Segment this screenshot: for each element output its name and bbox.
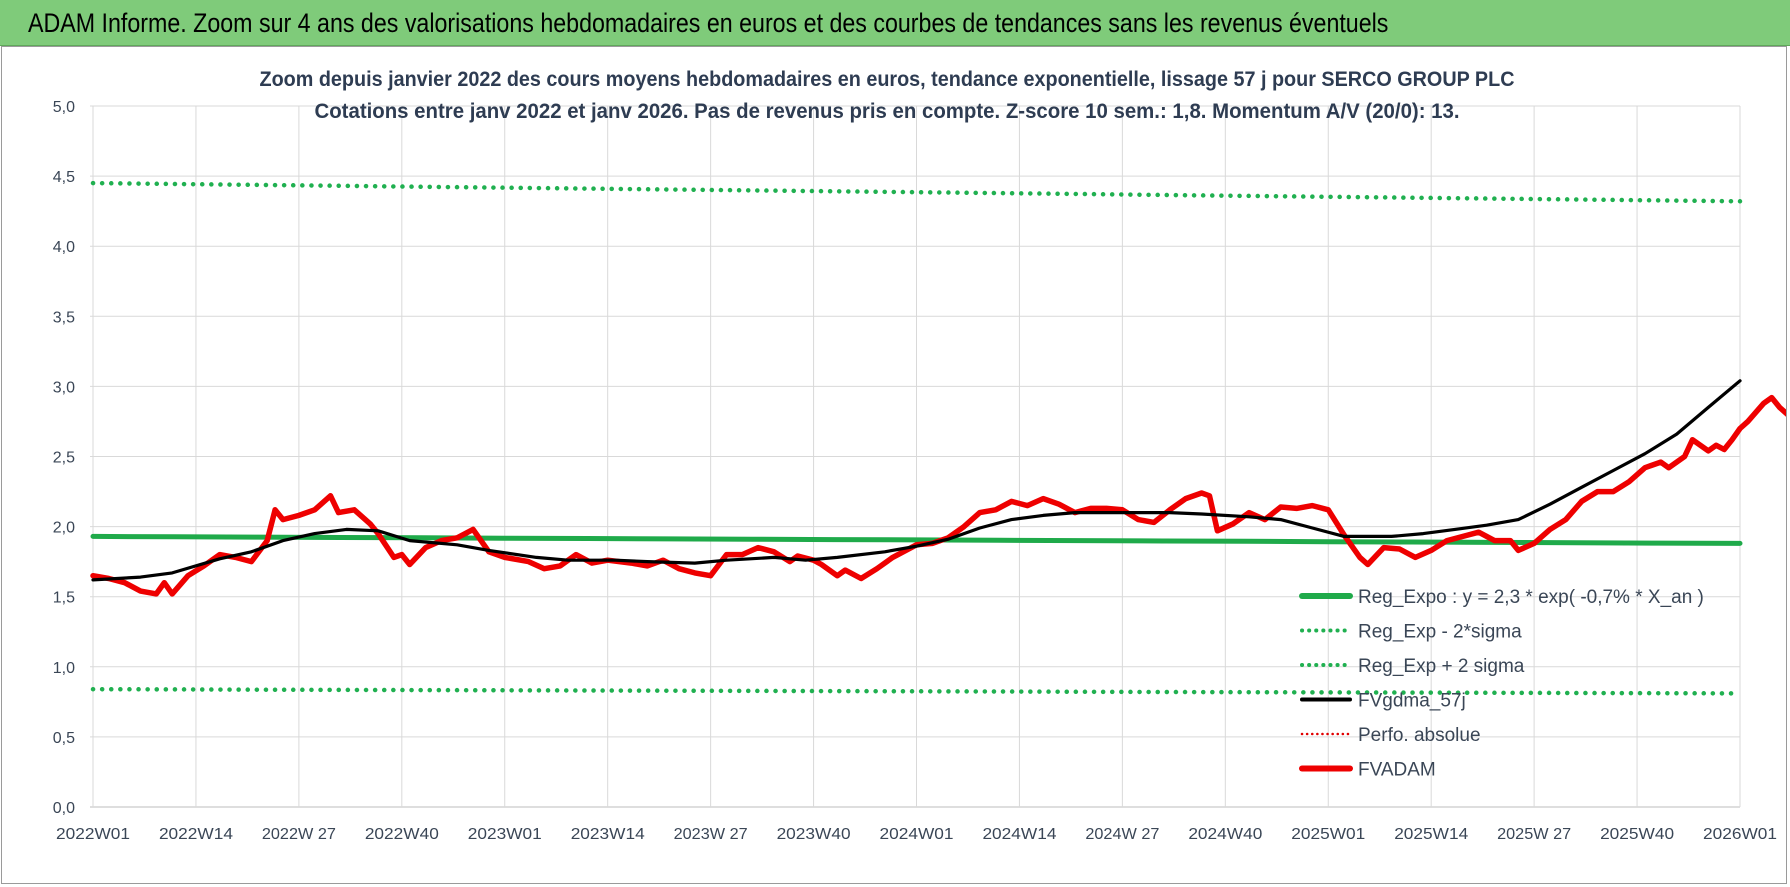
legend-label: Reg_Exp - 2*sigma [1358,622,1522,643]
series-reg-exp-plus-2-sigma [90,180,1743,204]
chart-title: Zoom depuis janvier 2022 des cours moyen… [260,68,1515,91]
chart-subtitle: Cotations entre janv 2022 et janv 2026. … [315,100,1460,123]
series-fvgdma-57j [91,379,1742,582]
x-tick-label: 2024W01 [880,826,954,843]
x-tick-label: 2022W40 [365,826,439,843]
x-tick-label: 2026W01 [1703,826,1777,843]
grid [90,105,1741,808]
x-tick-label: 2023W01 [468,826,542,843]
x-tick-label: 2023W40 [777,826,851,843]
legend-label: Reg_Expo : y = 2,3 * exp( -0,7% * X_an ) [1358,587,1704,608]
y-tick-label: 3,5 [53,309,75,326]
x-tick-label: 2025W40 [1600,826,1674,843]
x-tick-label: 2023W 27 [674,826,748,843]
chart-frame: Zoom depuis janvier 2022 des cours moyen… [1,46,1787,884]
y-tick-label: 0,0 [53,800,75,817]
legend: Reg_Expo : y = 2,3 * exp( -0,7% * X_an )… [1299,587,1704,781]
y-tick-label: 3,0 [53,379,75,396]
y-tick-label: 0,5 [53,730,75,747]
x-tick-label: 2025W01 [1291,826,1365,843]
y-tick-label: 1,5 [53,590,75,607]
series-reg-exp-minus-2-sigma [90,686,1743,696]
series [90,180,1786,696]
y-tick-label: 5,0 [53,99,75,116]
x-tick-label: 2022W14 [159,826,233,843]
legend-label: Perfo. absolue [1358,725,1481,746]
x-tick-label: 2025W14 [1394,826,1468,843]
series-reg-expo [90,533,1743,546]
x-tick-label: 2024W 27 [1085,826,1159,843]
legend-label: FVADAM [1358,760,1436,781]
chart-svg: Zoom depuis janvier 2022 des cours moyen… [53,68,1786,843]
x-tick-label: 2024W14 [982,826,1056,843]
x-axis-ticks: 2022W01 2022W14 2022W 27 2022W40 2023W01 2023… [56,826,1777,843]
legend-label: FVgdma_57j [1358,691,1466,712]
y-tick-label: 4,0 [53,239,75,256]
series-fvadam [90,394,1786,597]
y-tick-label: 1,0 [53,660,75,677]
y-tick-label: 2,0 [53,520,75,537]
banner-title: ADAM Informe. Zoom sur 4 ans des valoris… [28,8,1389,38]
x-tick-label: 2024W40 [1188,826,1262,843]
title-banner: ADAM Informe. Zoom sur 4 ans des valoris… [0,0,1790,46]
y-tick-label: 2,5 [53,450,75,467]
x-tick-label: 2025W 27 [1497,826,1571,843]
y-axis-ticks: 0,0 0,5 1,0 1,5 2,0 2,5 3,0 3,5 4,0 4,5 5,0 [53,99,75,817]
y-tick-label: 4,5 [53,169,75,186]
x-tick-label: 2022W 27 [262,826,336,843]
x-tick-label: 2023W14 [571,826,645,843]
x-tick-label: 2022W01 [56,826,130,843]
legend-label: Reg_Exp + 2 sigma [1358,656,1525,677]
